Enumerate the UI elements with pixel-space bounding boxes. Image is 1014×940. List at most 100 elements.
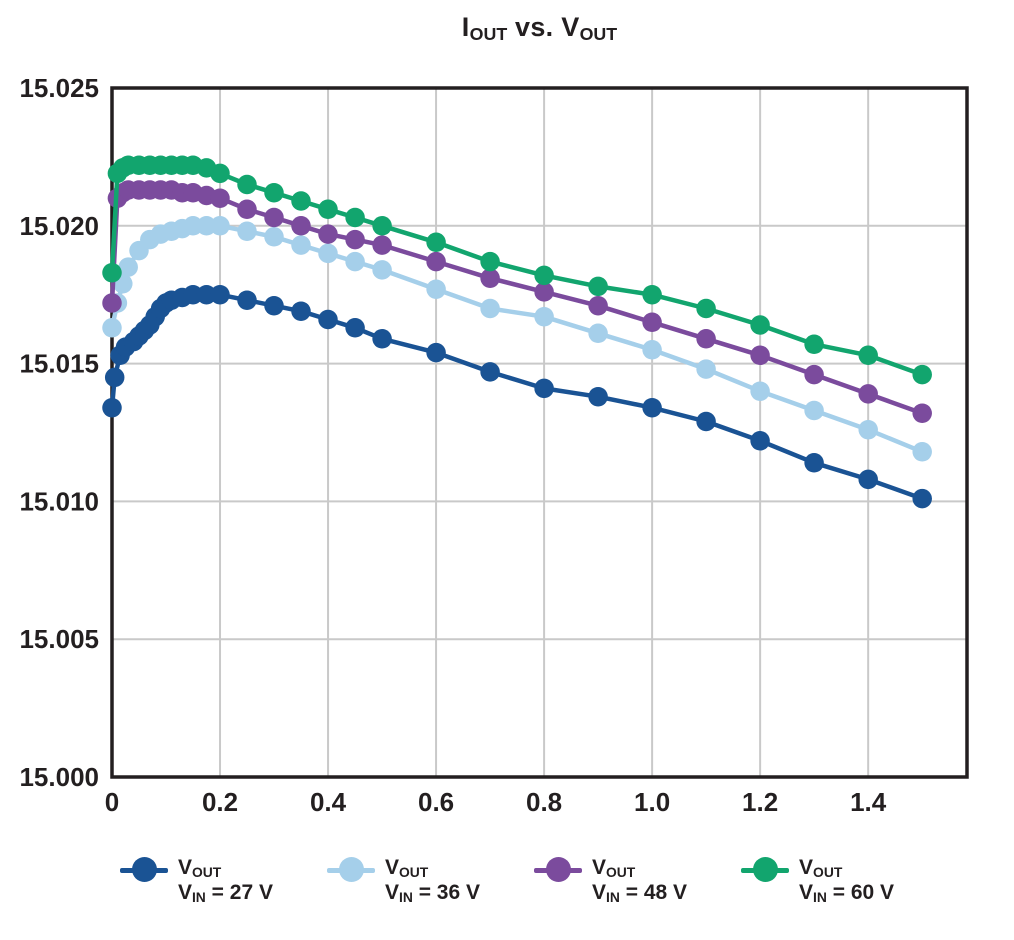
data-point bbox=[642, 284, 662, 305]
legend-label-vin: V bbox=[384, 880, 399, 904]
data-point bbox=[858, 384, 878, 404]
title-part2: vs. V bbox=[507, 12, 580, 42]
x-tick-label: 1.4 bbox=[850, 787, 887, 817]
data-point bbox=[372, 216, 392, 236]
x-tick-label: 0 bbox=[105, 787, 119, 817]
y-tick-label: 15.005 bbox=[19, 624, 99, 654]
data-point bbox=[750, 431, 770, 451]
data-point bbox=[237, 221, 257, 242]
series-vin-27 bbox=[102, 284, 932, 509]
data-point bbox=[750, 345, 770, 366]
legend-label-main: V bbox=[799, 856, 814, 879]
legend-label-main-subscript: OUT bbox=[813, 864, 843, 881]
data-point bbox=[183, 284, 203, 305]
data-point bbox=[345, 229, 365, 250]
legend-label-value: = 27 V bbox=[205, 880, 273, 904]
data-point bbox=[118, 257, 138, 277]
data-point bbox=[696, 359, 716, 379]
x-tick-label: 1.2 bbox=[742, 787, 778, 817]
y-tick-label: 15.015 bbox=[19, 349, 99, 379]
x-tick-label: 0.4 bbox=[310, 787, 347, 817]
data-point bbox=[480, 251, 500, 272]
data-point bbox=[196, 284, 217, 305]
title-part1-subscript: OUT bbox=[469, 23, 508, 44]
data-point bbox=[102, 293, 122, 313]
data-point bbox=[750, 381, 770, 401]
data-point bbox=[345, 318, 365, 338]
data-point bbox=[804, 334, 824, 355]
data-point bbox=[291, 235, 311, 255]
legend-label-vin-subscript: IN bbox=[191, 888, 206, 905]
legend-label-main: V bbox=[384, 856, 399, 879]
data-point bbox=[426, 251, 446, 272]
data-point bbox=[642, 312, 662, 333]
chart-plot-area: 0 0.2 0.4 0.6 0.8 1.0 1.2 1.4 15.000 15.005 15.010… bbox=[19, 73, 969, 817]
data-point bbox=[534, 265, 554, 286]
data-point bbox=[237, 290, 257, 310]
data-point bbox=[318, 309, 338, 330]
legend-item-vin-48: VOUT VIN = 48 V bbox=[534, 856, 687, 906]
data-point bbox=[237, 199, 257, 220]
legend-label-vin-60: VOUT VIN = 60 V bbox=[799, 856, 894, 906]
series-line-vin-27 bbox=[109, 292, 925, 501]
y-axis-labels: 15.000 15.005 15.010 15.015 15.020 15.025 bbox=[19, 73, 99, 792]
data-point bbox=[804, 400, 824, 421]
data-point bbox=[426, 342, 446, 363]
data-point bbox=[345, 251, 365, 272]
legend-dot-swatch bbox=[131, 857, 157, 882]
legend-dot-swatch bbox=[753, 857, 779, 882]
data-point bbox=[210, 188, 230, 208]
legend-label-main-subscript: OUT bbox=[398, 864, 429, 881]
legend-label-value: = 36 V bbox=[412, 880, 480, 904]
data-point bbox=[912, 403, 932, 423]
data-point bbox=[183, 216, 203, 236]
x-tick-label: 0.8 bbox=[526, 787, 562, 817]
data-point bbox=[804, 364, 824, 385]
x-tick-label: 1.0 bbox=[634, 787, 670, 817]
legend-label-vin: V bbox=[177, 880, 192, 904]
legend-label-main-subscript: OUT bbox=[606, 864, 636, 881]
data-point bbox=[534, 306, 554, 327]
x-axis-labels: 0 0.2 0.4 0.6 0.8 1.0 1.2 1.4 bbox=[105, 787, 887, 817]
data-point bbox=[102, 318, 122, 338]
legend-label-value: = 60 V bbox=[826, 880, 895, 904]
legend-item-vin-36: VOUT VIN = 36 V bbox=[326, 856, 480, 906]
data-point bbox=[102, 262, 122, 283]
data-point bbox=[534, 282, 554, 302]
data-point bbox=[291, 216, 311, 236]
data-point bbox=[858, 419, 878, 440]
data-point bbox=[696, 298, 716, 319]
data-point bbox=[102, 397, 122, 418]
data-point bbox=[696, 411, 716, 432]
data-point bbox=[912, 488, 932, 509]
legend-dot-swatch bbox=[546, 857, 571, 882]
data-point bbox=[858, 469, 878, 490]
data-point bbox=[318, 243, 338, 264]
data-point bbox=[345, 207, 365, 228]
legend-label-vin: V bbox=[592, 880, 607, 904]
data-point bbox=[588, 386, 608, 407]
title-part2-subscript: OUT bbox=[579, 23, 618, 44]
series-vin-48 bbox=[102, 180, 932, 423]
data-point bbox=[588, 323, 608, 344]
legend-label-vin-subscript: IN bbox=[398, 888, 413, 905]
data-point bbox=[291, 191, 311, 211]
legend-label-main-subscript: OUT bbox=[191, 864, 222, 881]
data-point bbox=[318, 224, 338, 244]
legend-label-vin-subscript: IN bbox=[813, 888, 827, 905]
data-point bbox=[642, 340, 662, 360]
legend-marker-vin-48 bbox=[534, 857, 582, 883]
plot-frame bbox=[110, 86, 969, 779]
legend-label-vin-27: VOUT VIN = 27 V bbox=[178, 856, 273, 906]
legend-label-vin-36: VOUT VIN = 36 V bbox=[385, 856, 480, 906]
legend-dot-swatch bbox=[338, 857, 364, 882]
y-tick-label: 15.000 bbox=[19, 762, 99, 792]
data-point bbox=[480, 362, 500, 382]
legend-marker-vin-27 bbox=[119, 857, 168, 883]
data-point bbox=[291, 301, 311, 321]
data-point bbox=[264, 182, 284, 203]
legend-marker-vin-36 bbox=[326, 857, 375, 883]
data-point bbox=[210, 284, 230, 305]
chart-title: IOUT vs. VOUT bbox=[112, 12, 967, 44]
